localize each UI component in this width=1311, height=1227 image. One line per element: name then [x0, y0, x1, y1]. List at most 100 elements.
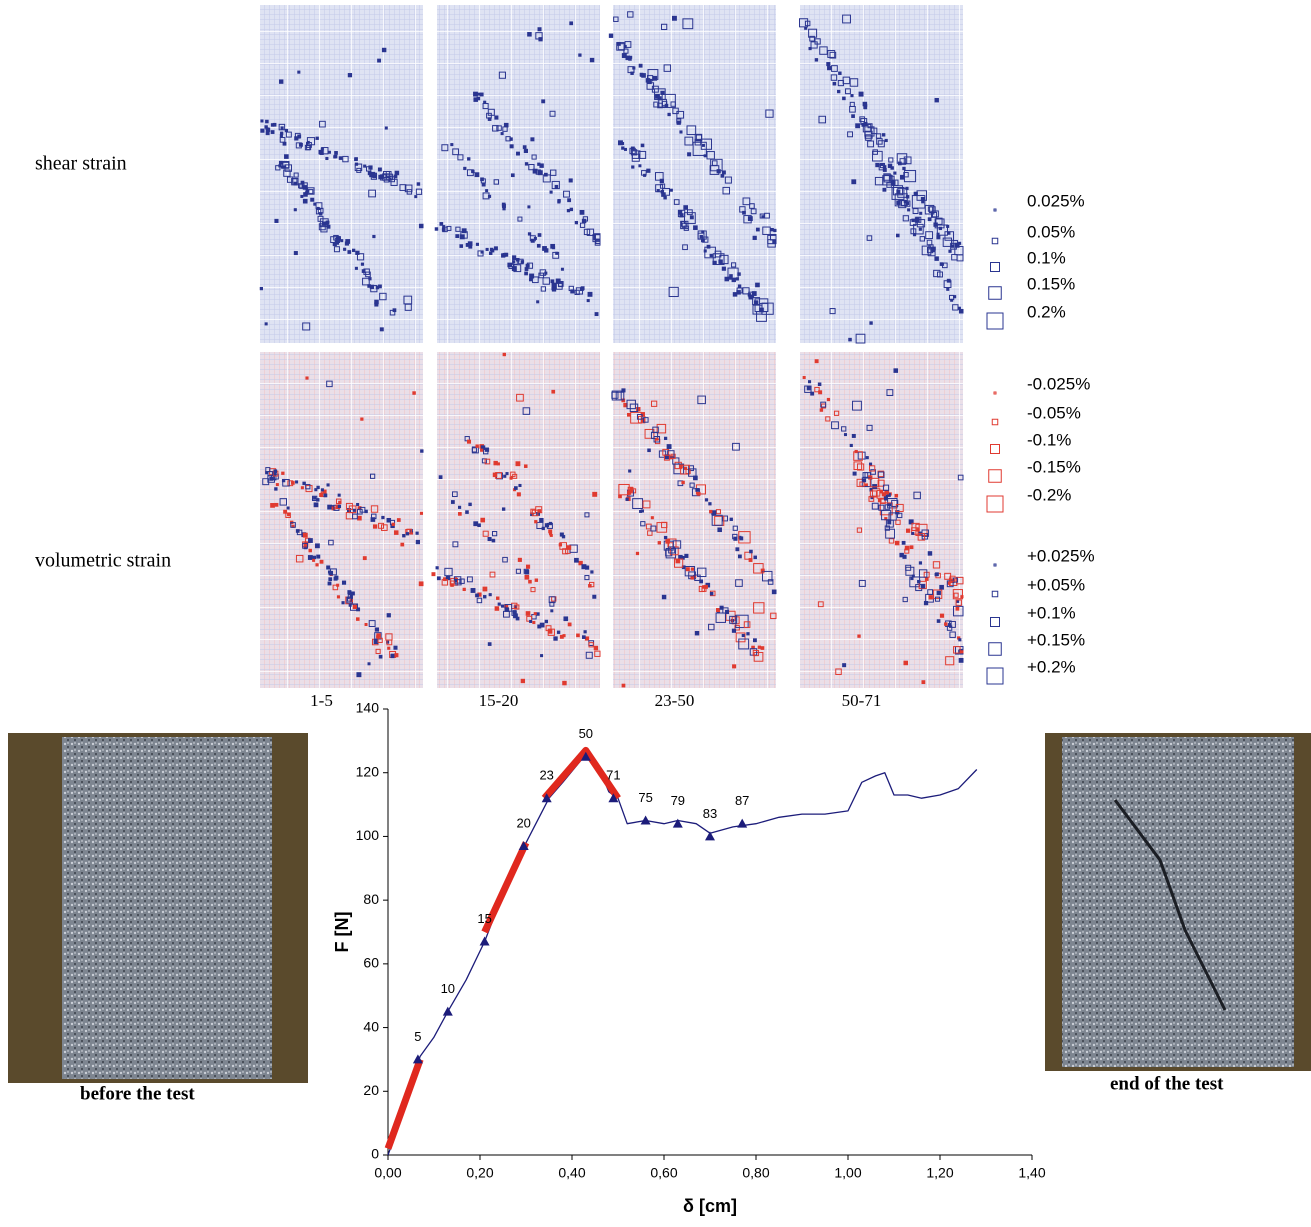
- strain-square: [471, 447, 477, 453]
- strain-square: [924, 577, 929, 581]
- strain-square: [916, 219, 926, 228]
- strain-square: [475, 242, 480, 246]
- strain-square: [896, 153, 908, 164]
- strain-square: [627, 412, 631, 417]
- strain-square: [826, 62, 831, 67]
- strain-square: [751, 291, 757, 296]
- strain-square: [918, 561, 923, 565]
- strain-square: [415, 188, 423, 195]
- strain-square: [473, 521, 479, 527]
- strain-square: [909, 219, 917, 226]
- strain-square: [579, 209, 585, 215]
- strain-square: [343, 247, 347, 251]
- strain-square: [523, 148, 529, 154]
- strain-square: [709, 591, 714, 596]
- strain-square: [732, 442, 740, 451]
- strain-square: [327, 581, 332, 586]
- strain-square: [538, 37, 543, 42]
- strain-square: [831, 65, 838, 72]
- strain-square: [326, 565, 331, 570]
- strain-square: [450, 143, 454, 147]
- strain-square: [948, 620, 956, 628]
- step-label: 75: [638, 790, 652, 805]
- legend-label: +0.2%: [1027, 657, 1076, 676]
- strain-square: [895, 510, 900, 515]
- strain-square: [290, 481, 295, 485]
- strain-square: [819, 408, 824, 412]
- y-tick-label: 60: [363, 955, 379, 971]
- strain-square: [452, 148, 459, 156]
- strain-square: [936, 619, 941, 623]
- strain-square: [399, 184, 407, 192]
- strain-square: [867, 123, 873, 129]
- strain-square: [655, 437, 659, 441]
- strain-square: [804, 26, 808, 30]
- strain-square: [360, 417, 364, 421]
- strain-square: [516, 393, 524, 402]
- strain-square: [671, 15, 677, 21]
- strain-square: [356, 502, 360, 506]
- legend-symbol: [993, 391, 997, 395]
- strain-panel: [260, 352, 424, 688]
- strain-square: [305, 376, 309, 380]
- strain-square: [514, 486, 518, 490]
- strain-square: [295, 554, 304, 563]
- strain-square: [910, 577, 914, 581]
- strain-square: [881, 492, 886, 497]
- strain-square: [920, 197, 925, 201]
- strain-square: [582, 216, 589, 222]
- strain-square: [466, 439, 472, 444]
- strain-square: [627, 66, 635, 74]
- strain-square: [532, 168, 538, 174]
- strain-square: [489, 247, 494, 252]
- strain-square: [721, 266, 726, 271]
- strain-square: [955, 606, 960, 611]
- strain-square: [379, 327, 384, 332]
- strain-square: [808, 28, 818, 38]
- strain-square: [569, 207, 574, 212]
- strain-square: [522, 407, 531, 415]
- strain-square: [653, 436, 661, 443]
- strain-square: [945, 656, 955, 666]
- strain-square: [583, 630, 587, 634]
- strain-square: [631, 165, 635, 169]
- strain-square: [531, 154, 537, 160]
- strain-square: [663, 64, 672, 72]
- strain-square: [377, 167, 382, 172]
- strain-square: [732, 292, 738, 297]
- strain-square: [869, 477, 880, 488]
- strain-square: [342, 155, 349, 163]
- strain-square: [524, 162, 529, 166]
- strain-square: [895, 503, 904, 512]
- strain-square: [700, 138, 712, 150]
- strain-square: [313, 202, 317, 206]
- strain-square: [369, 284, 375, 290]
- strain-square: [647, 530, 653, 536]
- strain-square: [829, 308, 836, 315]
- strain-square: [416, 182, 421, 186]
- strain-square: [484, 447, 490, 452]
- strain-square: [278, 79, 284, 84]
- strain-square: [270, 503, 275, 508]
- legend-symbol: [988, 469, 1002, 483]
- strain-square: [617, 43, 625, 51]
- strain-square: [639, 72, 644, 77]
- strain-square: [661, 521, 668, 529]
- strain-square: [502, 556, 508, 563]
- strain-square: [316, 554, 321, 559]
- strain-square: [673, 199, 680, 205]
- strain-square: [312, 555, 317, 560]
- strain-square: [656, 423, 667, 434]
- strain-square: [549, 532, 553, 536]
- strain-square: [814, 359, 819, 364]
- strain-square: [748, 558, 753, 562]
- strain-square: [903, 660, 908, 666]
- strain-square: [678, 464, 683, 469]
- strain-square: [842, 96, 846, 101]
- strain-square: [879, 502, 893, 516]
- strain-square: [541, 526, 545, 531]
- strain-square: [851, 114, 855, 118]
- strain-square: [623, 147, 627, 151]
